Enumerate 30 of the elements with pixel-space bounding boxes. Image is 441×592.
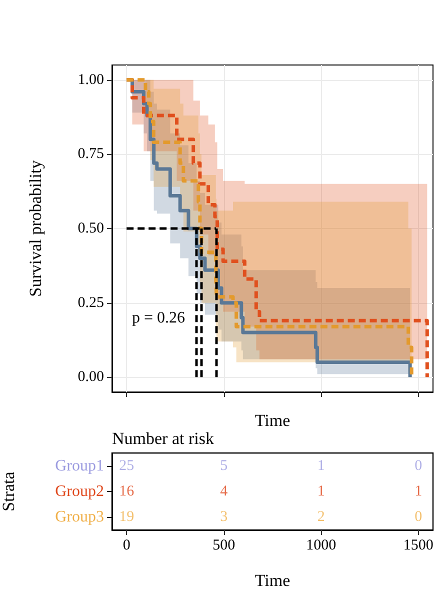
data-label: 1 <box>317 458 325 474</box>
y-axis-title: Survival probability <box>26 160 45 297</box>
x-axis-title: Time <box>254 411 290 430</box>
data-label: 19 <box>119 509 134 526</box>
data-label: 1 <box>317 484 325 500</box>
y-axis-title: Strata <box>0 471 18 512</box>
x-axis-title: Time <box>254 571 290 590</box>
data-label: 0 <box>414 458 422 474</box>
y-tick-label: Group1 <box>55 457 104 474</box>
y-tick-label: Group3 <box>55 508 104 526</box>
x-tick-label: 1000 <box>306 538 336 554</box>
y-tick-label: Group2 <box>55 483 104 500</box>
y-tick-label: 0.75 <box>78 146 104 162</box>
chart-title: Number at risk <box>112 429 214 448</box>
y-tick-label: 1.00 <box>78 72 104 88</box>
x-tick-label: 1500 <box>403 538 434 554</box>
x-tick-label: 500 <box>212 538 236 554</box>
y-tick-label: 0.00 <box>78 369 104 386</box>
data-label: 3 <box>220 509 228 526</box>
data-label: 16 <box>119 484 135 500</box>
y-tick-label: 0.50 <box>78 220 104 236</box>
data-label: 2 <box>317 509 325 526</box>
data-label: 4 <box>220 484 228 500</box>
data-label: 0 <box>414 509 422 526</box>
data-label: 5 <box>220 458 228 474</box>
annotation: p = 0.26 <box>132 310 186 326</box>
data-label: 1 <box>414 484 422 500</box>
y-tick-label: 0.25 <box>78 294 104 311</box>
data-label: 25 <box>119 458 134 474</box>
x-tick-label: 0 <box>122 538 130 554</box>
